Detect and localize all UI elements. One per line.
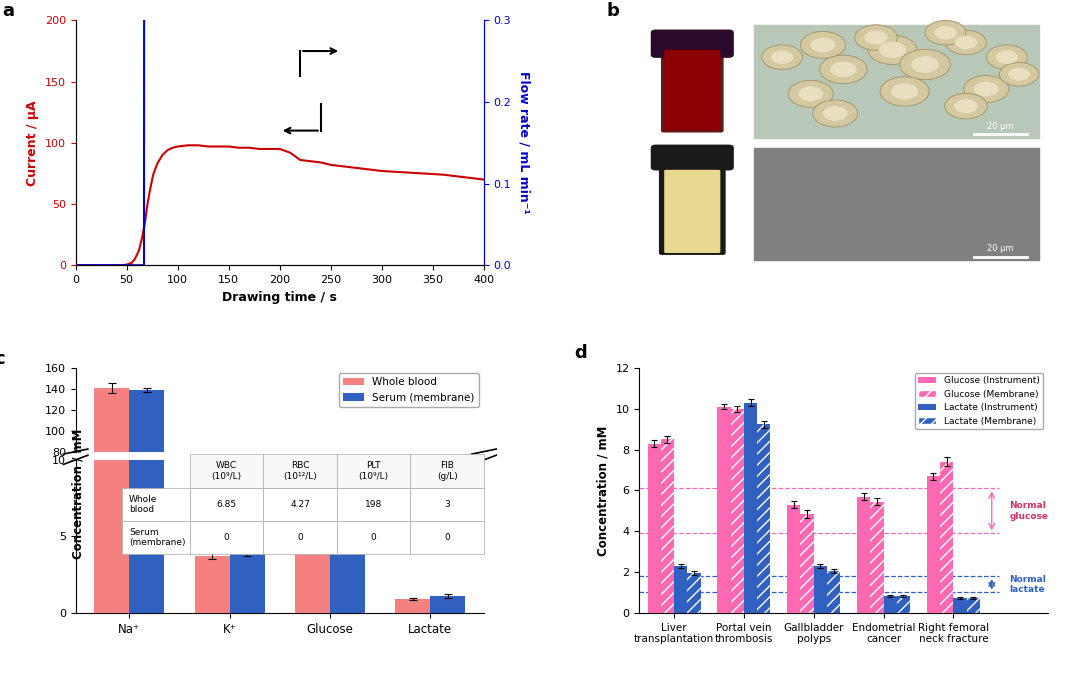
Circle shape	[761, 45, 802, 69]
Circle shape	[811, 37, 835, 52]
Bar	[94, 388, 130, 535]
Text: Normal
glucose: Normal glucose	[1009, 501, 1049, 520]
Circle shape	[945, 93, 987, 119]
Circle shape	[900, 49, 950, 80]
Bar	[295, 533, 330, 613]
Circle shape	[831, 61, 856, 77]
Circle shape	[945, 30, 986, 54]
Y-axis label: Concentration / mM: Concentration / mM	[597, 426, 610, 556]
Bar	[858, 496, 870, 613]
Circle shape	[934, 26, 957, 39]
Bar	[674, 566, 687, 613]
FancyBboxPatch shape	[651, 30, 733, 57]
Circle shape	[963, 76, 1009, 102]
Bar	[731, 409, 744, 613]
Circle shape	[771, 50, 794, 64]
Bar	[687, 573, 701, 613]
FancyBboxPatch shape	[665, 50, 719, 130]
Circle shape	[912, 56, 939, 73]
Circle shape	[788, 80, 833, 108]
Bar	[717, 407, 731, 613]
Bar	[800, 514, 813, 613]
FancyBboxPatch shape	[662, 48, 723, 132]
Circle shape	[880, 77, 929, 106]
Circle shape	[999, 63, 1039, 86]
Circle shape	[955, 99, 977, 113]
Bar	[813, 566, 827, 613]
Y-axis label: Current / μA: Current / μA	[26, 100, 39, 186]
FancyBboxPatch shape	[665, 170, 719, 252]
Bar	[230, 531, 265, 535]
Text: a: a	[2, 1, 14, 20]
Legend: Glucose (Instrument), Glucose (Membrane), Lactate (Instrument), Lactate (Membran: Glucose (Instrument), Glucose (Membrane)…	[915, 373, 1043, 429]
Bar	[787, 505, 800, 613]
Circle shape	[868, 35, 917, 65]
Circle shape	[974, 82, 999, 97]
Bar	[430, 596, 465, 613]
Bar	[940, 462, 954, 613]
Circle shape	[955, 35, 977, 49]
Circle shape	[879, 42, 906, 58]
Circle shape	[1009, 68, 1030, 81]
Bar	[230, 553, 265, 613]
Circle shape	[813, 100, 858, 127]
Bar	[757, 424, 770, 613]
Circle shape	[864, 31, 888, 44]
Bar	[295, 530, 330, 535]
Bar	[870, 502, 883, 613]
Bar	[330, 524, 365, 613]
Bar	[883, 596, 896, 613]
Circle shape	[820, 55, 867, 84]
Bar	[395, 534, 430, 535]
FancyBboxPatch shape	[651, 145, 733, 170]
Circle shape	[926, 20, 966, 45]
Circle shape	[798, 86, 823, 101]
Bar	[927, 476, 940, 613]
Bar	[954, 598, 967, 613]
FancyBboxPatch shape	[754, 148, 1039, 260]
FancyBboxPatch shape	[660, 163, 725, 254]
Text: Concentration / mM: Concentration / mM	[71, 428, 84, 559]
Bar	[967, 598, 980, 613]
Bar	[94, 0, 130, 613]
Text: b: b	[607, 1, 620, 20]
Bar	[896, 596, 910, 613]
Bar	[395, 599, 430, 613]
Circle shape	[800, 31, 846, 59]
Text: 20 μm: 20 μm	[987, 122, 1014, 131]
Text: c: c	[0, 350, 4, 368]
Circle shape	[891, 83, 918, 99]
Circle shape	[986, 45, 1027, 69]
Bar	[827, 571, 840, 613]
Circle shape	[823, 106, 848, 121]
Bar	[648, 443, 661, 613]
Text: d: d	[573, 345, 586, 362]
Text: Normal
lactate: Normal lactate	[1009, 575, 1047, 594]
X-axis label: Drawing time / s: Drawing time / s	[222, 291, 337, 304]
Bar	[744, 402, 757, 613]
Text: 20 μm: 20 μm	[987, 244, 1014, 253]
Bar	[661, 439, 674, 613]
Circle shape	[996, 50, 1018, 64]
Bar	[194, 556, 230, 613]
Bar	[430, 534, 465, 535]
Bar	[194, 531, 230, 535]
Bar	[130, 390, 164, 535]
Circle shape	[855, 25, 897, 50]
Bar	[330, 529, 365, 535]
Bar	[130, 0, 164, 613]
Y-axis label: Flow rate / mL min⁻¹: Flow rate / mL min⁻¹	[518, 72, 531, 215]
Legend: Whole blood, Serum (membrane): Whole blood, Serum (membrane)	[339, 373, 478, 407]
FancyBboxPatch shape	[754, 25, 1039, 138]
